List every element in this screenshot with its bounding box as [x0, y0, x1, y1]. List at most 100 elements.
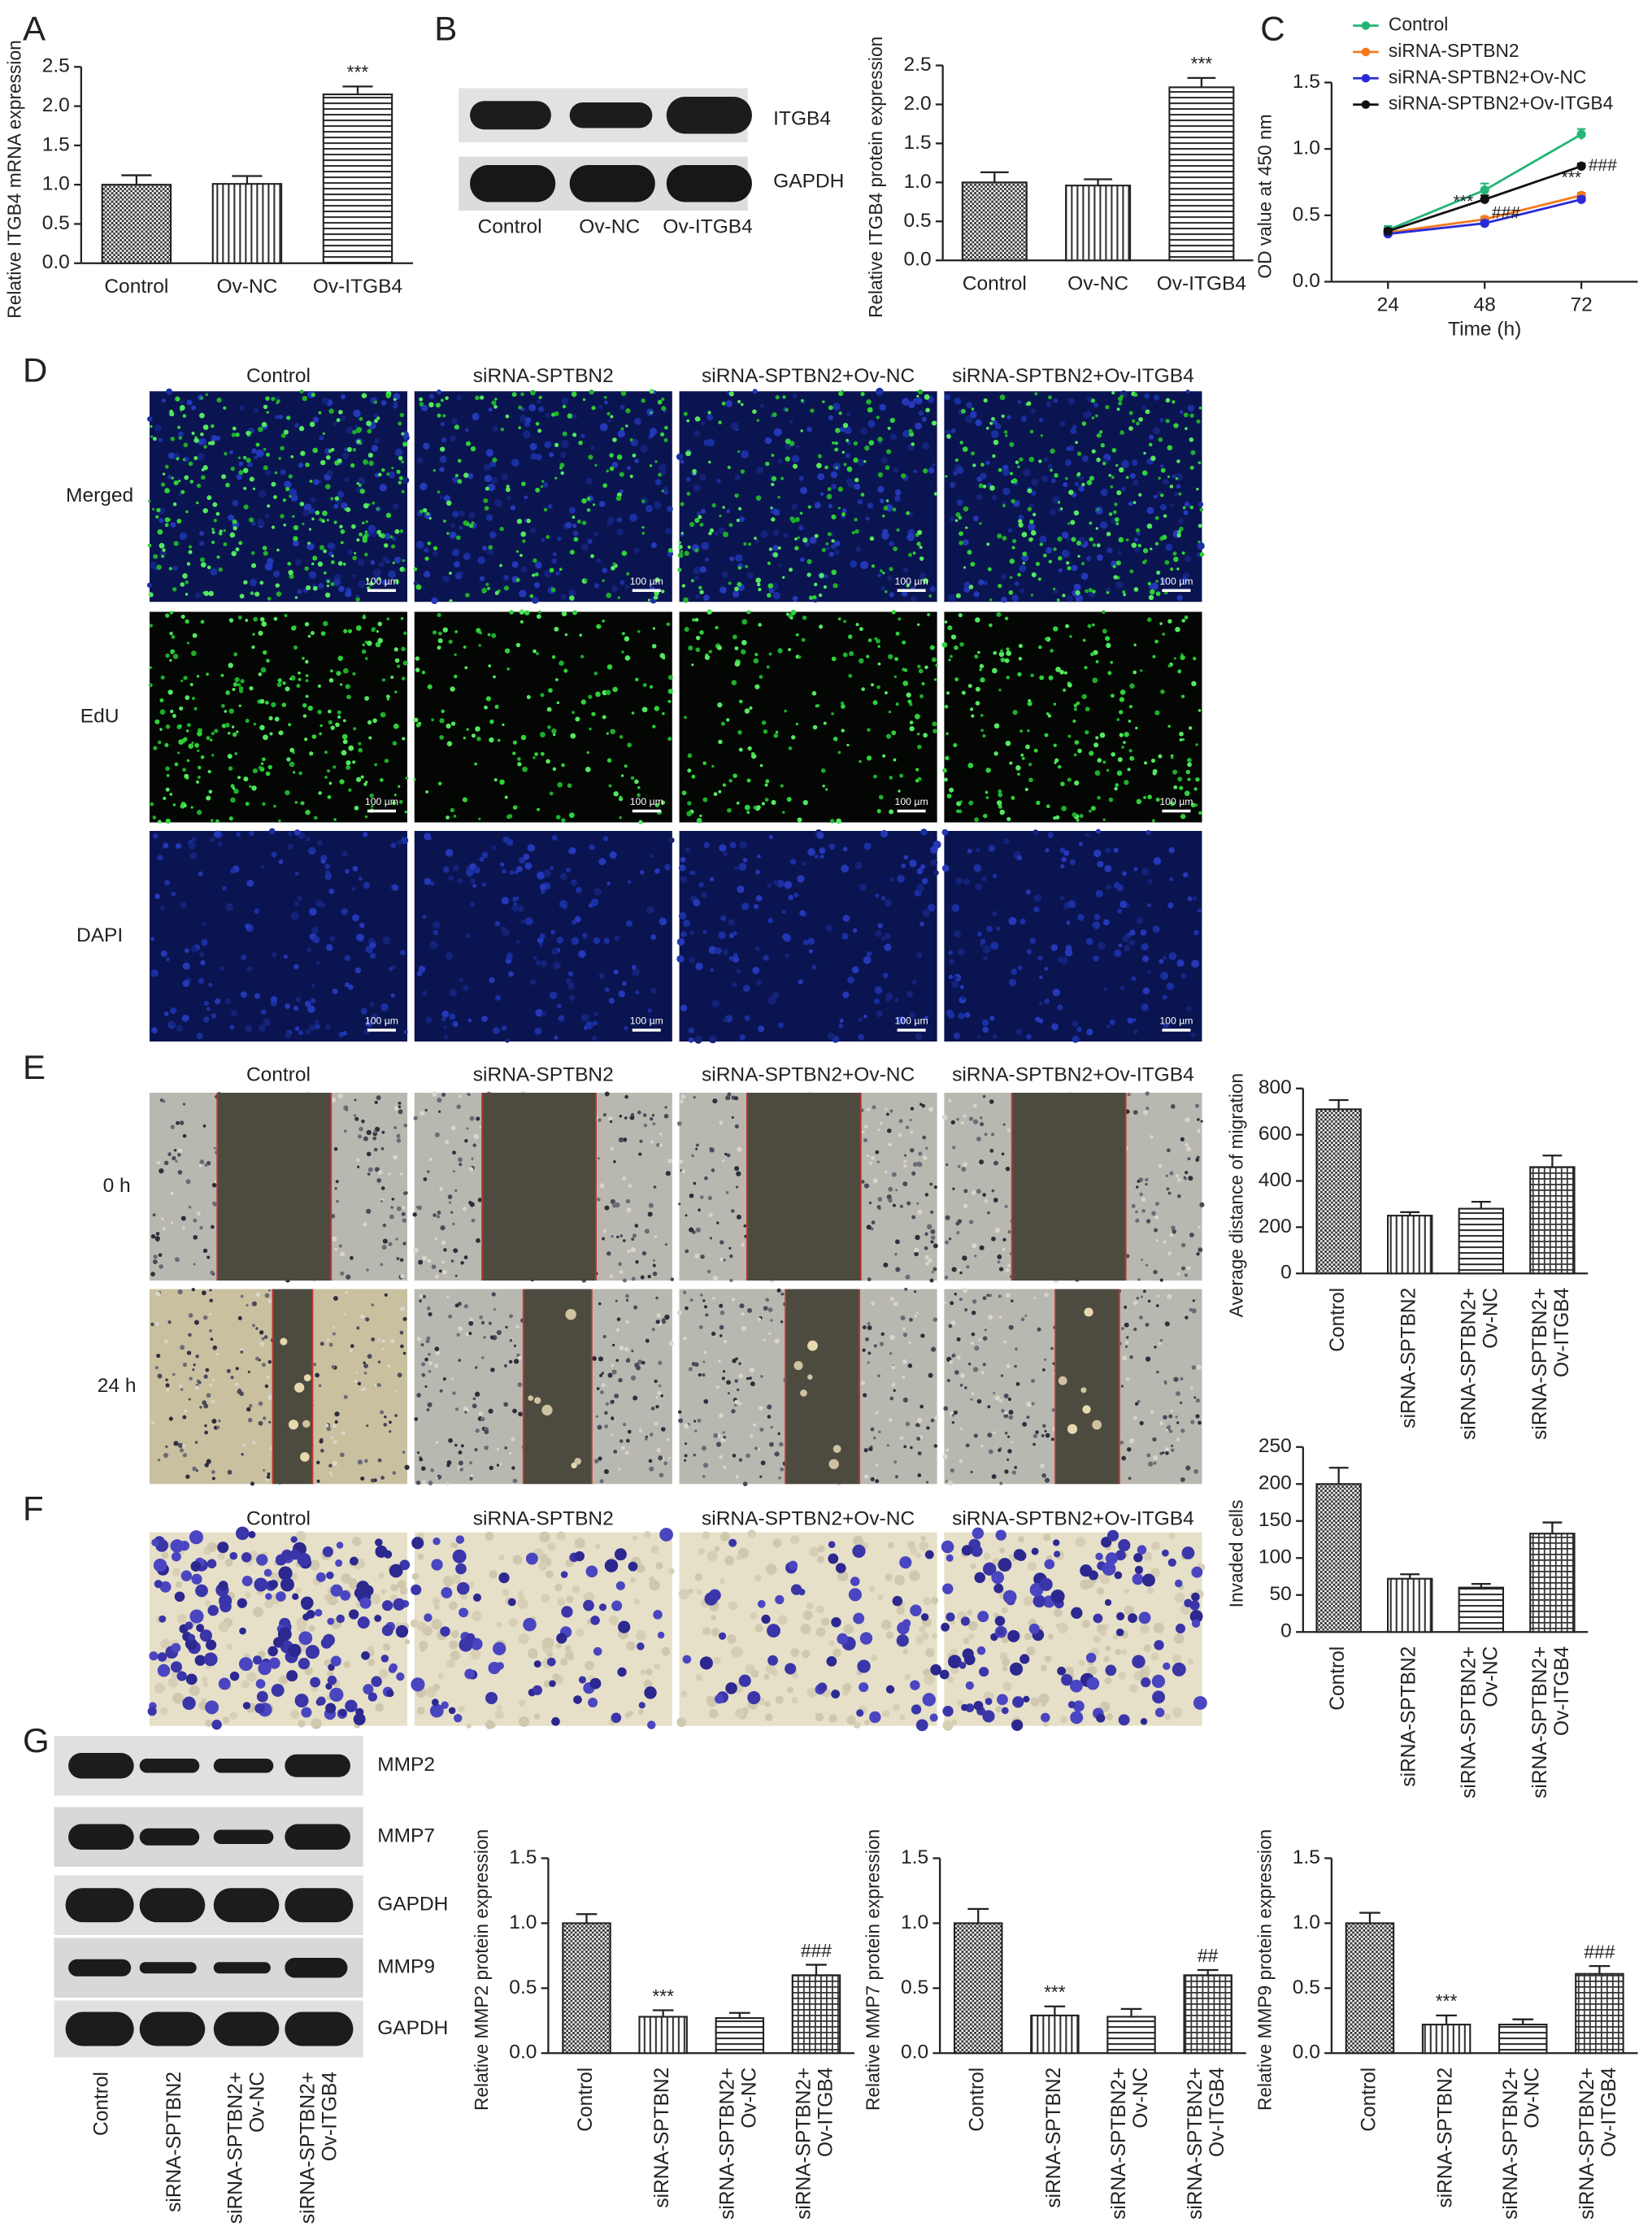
cell	[376, 1178, 381, 1183]
cell	[367, 640, 372, 646]
cell	[194, 742, 199, 748]
cell	[165, 724, 171, 729]
cell	[1012, 538, 1017, 544]
cell	[204, 1424, 207, 1428]
cell	[877, 645, 880, 648]
cell	[483, 463, 492, 472]
cell	[791, 735, 796, 740]
cell	[870, 1227, 874, 1231]
cell	[221, 474, 227, 480]
wound-gap	[481, 1093, 597, 1281]
cell	[186, 562, 191, 566]
cell	[504, 1446, 508, 1450]
cell	[562, 404, 567, 409]
cell	[458, 1450, 463, 1455]
cell	[1006, 816, 1011, 822]
cell	[911, 595, 917, 602]
cell	[1145, 409, 1150, 415]
cell	[1160, 468, 1166, 473]
cell	[177, 425, 181, 429]
cell	[819, 624, 824, 629]
cell	[304, 1000, 311, 1007]
cell	[1099, 521, 1108, 529]
cell	[215, 819, 220, 824]
cell	[159, 728, 163, 731]
cell	[252, 487, 256, 490]
cell	[164, 880, 171, 886]
cell	[917, 744, 922, 750]
cell	[1021, 554, 1029, 562]
cell	[518, 1411, 523, 1417]
cell	[356, 1158, 360, 1162]
cell	[654, 706, 660, 711]
cell	[708, 1035, 717, 1044]
cell	[208, 590, 214, 597]
cell	[1179, 738, 1183, 741]
cell	[612, 562, 616, 566]
cell	[359, 532, 363, 537]
cell	[590, 898, 599, 907]
cell	[611, 1363, 615, 1368]
cell	[418, 965, 426, 973]
cell	[350, 1344, 354, 1348]
cell	[980, 463, 985, 467]
cell	[188, 545, 193, 549]
cell	[736, 968, 741, 974]
cell	[315, 960, 320, 965]
cell	[1119, 430, 1124, 435]
cell	[698, 515, 702, 520]
cell	[294, 901, 300, 907]
cell	[726, 509, 731, 514]
cell	[867, 728, 871, 732]
cell	[847, 976, 855, 984]
cell	[824, 465, 828, 470]
cell	[1002, 504, 1006, 507]
cell	[586, 751, 589, 755]
cell	[246, 1407, 251, 1412]
cell	[166, 773, 170, 777]
cell	[733, 956, 740, 963]
cell	[1162, 994, 1167, 1000]
cell	[708, 1212, 713, 1217]
cell	[1172, 1229, 1177, 1234]
cell	[369, 942, 376, 949]
cell	[1160, 689, 1165, 694]
cell	[1015, 460, 1019, 464]
cell	[522, 766, 528, 772]
cell	[488, 664, 492, 668]
cell	[861, 1180, 865, 1184]
cell	[317, 684, 321, 688]
cell	[957, 1219, 963, 1224]
error-bar	[342, 85, 373, 95]
cell	[1177, 1177, 1182, 1182]
cell	[989, 1015, 995, 1021]
cell	[377, 637, 383, 644]
cell	[662, 711, 665, 715]
cell	[372, 718, 377, 724]
cell	[895, 1267, 901, 1272]
cell	[619, 735, 624, 739]
cell	[647, 598, 650, 602]
cell	[365, 520, 368, 524]
cell	[732, 634, 737, 640]
cell	[1021, 532, 1028, 537]
cell	[1038, 1001, 1043, 1007]
cell	[837, 750, 841, 755]
cell	[184, 1409, 188, 1413]
cell	[1167, 1251, 1172, 1256]
error-bar	[1542, 1521, 1563, 1534]
cell	[521, 481, 526, 486]
cell	[232, 732, 237, 737]
cell	[489, 531, 497, 539]
cell	[1194, 1103, 1200, 1108]
cell	[877, 1197, 883, 1202]
cell	[319, 517, 323, 522]
cell	[895, 702, 899, 707]
cell	[908, 553, 912, 557]
cell	[909, 1119, 912, 1122]
cell	[352, 429, 357, 435]
cell	[1075, 441, 1079, 445]
cell	[898, 789, 901, 793]
cell	[747, 573, 753, 578]
column-header: siRNA-SPTBN2+Ov-NC	[702, 1507, 915, 1529]
